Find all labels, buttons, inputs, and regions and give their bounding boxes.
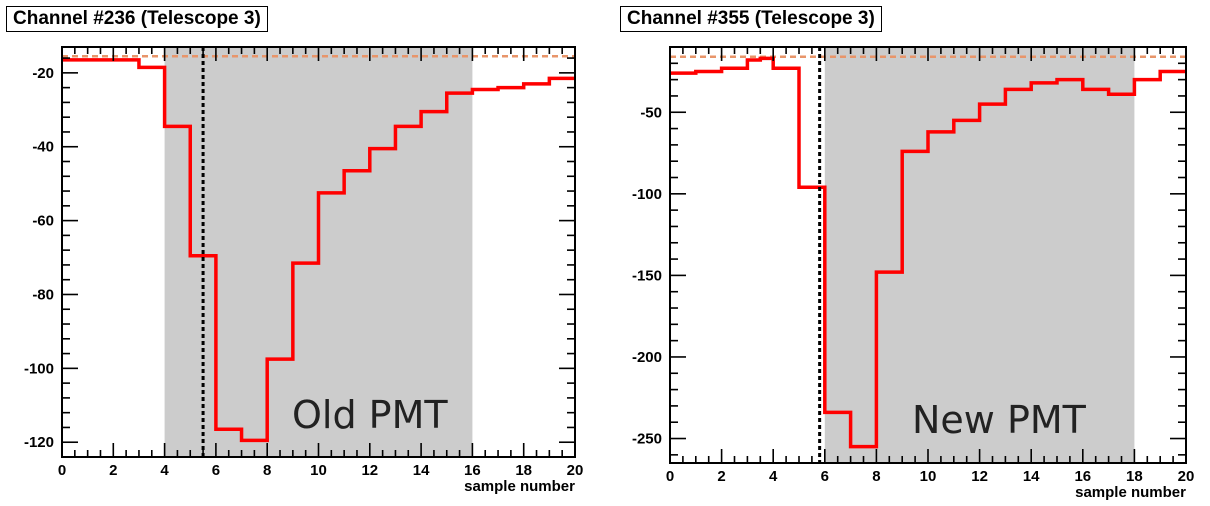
x-tick-label: 0: [666, 468, 674, 485]
y-tick-label: -40: [32, 139, 54, 156]
x-tick-label: 18: [1126, 468, 1143, 485]
chart-panel-left: Channel #236 (Telescope 3) 0 2 4 6 8 10 12 14 16…: [0, 0, 600, 506]
x-tick-label: 6: [821, 468, 829, 485]
x-tick-label: 20: [567, 462, 584, 479]
x-tick-label: 2: [717, 468, 725, 485]
x-tick-label: 4: [769, 468, 778, 485]
x-tick-label: 16: [464, 462, 481, 479]
y-tick-label: -150: [632, 267, 662, 284]
series-step-line: [670, 56, 1186, 449]
y-tick-label: -250: [632, 431, 662, 448]
x-tick-label: 12: [971, 468, 988, 485]
x-axis-label: sample number: [1075, 484, 1186, 501]
y-tick-label: -20: [32, 65, 54, 82]
y-tick-label: -100: [24, 360, 54, 377]
x-tick-label: 10: [310, 462, 327, 479]
chart-panel-right: Channel #355 (Telescope 3) 0 2 4 6 8 10 12 14 16…: [612, 0, 1210, 506]
x-tick-label: 4: [160, 462, 169, 479]
x-tick-label: 14: [413, 462, 430, 479]
x-axis-label: sample number: [464, 478, 575, 495]
chart-svg-left: 0 2 4 6 8 10 12 14 16 18 20 -20 -40 -60 -80 -100 -120 sam…: [24, 46, 584, 495]
y-tick-label: -100: [632, 186, 662, 203]
y-tick-label: -60: [32, 213, 54, 230]
x-tick-label: 8: [263, 462, 271, 479]
x-tick-label: 12: [361, 462, 378, 479]
x-tick-label: 0: [58, 462, 66, 479]
x-tick-label: 6: [212, 462, 220, 479]
x-tick-label: 14: [1023, 468, 1040, 485]
chart-title-right: Channel #355 (Telescope 3): [620, 6, 882, 32]
x-tick-label: 20: [1178, 468, 1195, 485]
chart-title-left: Channel #236 (Telescope 3): [6, 6, 268, 32]
x-tick-label: 16: [1074, 468, 1091, 485]
y-tick-label: -120: [24, 434, 54, 451]
chart-svg-right: 0 2 4 6 8 10 12 14 16 18 20 -50 -100 -150 -200 -250 samp…: [632, 46, 1195, 501]
x-tick-label: 2: [109, 462, 117, 479]
x-tick-label: 8: [872, 468, 880, 485]
y-tick-label: -50: [640, 104, 662, 121]
x-tick-label: 10: [920, 468, 937, 485]
pmt-annotation: Old PMT: [292, 393, 448, 437]
y-tick-label: -200: [632, 349, 662, 366]
y-tick-label: -80: [32, 286, 54, 303]
series-step-line: [62, 58, 575, 443]
pmt-annotation: New PMT: [912, 398, 1087, 442]
x-tick-label: 18: [515, 462, 532, 479]
